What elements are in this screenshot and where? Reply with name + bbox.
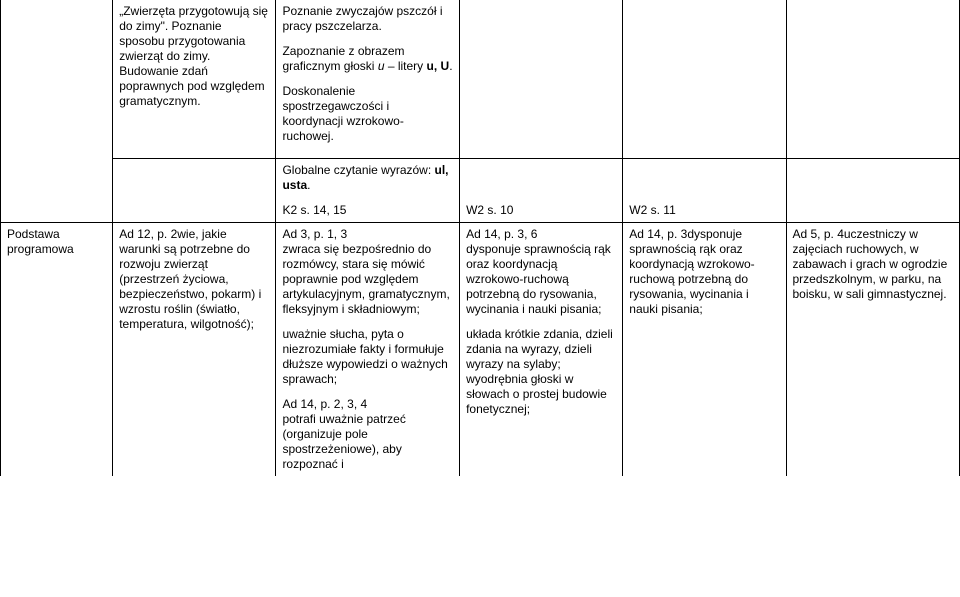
cell-text: Ad 3, p. 1, 3 zwraca się bezpośrednio do… xyxy=(276,223,460,477)
cell-heading: Podstawa programowa xyxy=(1,223,113,477)
text: Globalne czytanie wyrazów: xyxy=(282,163,434,177)
paragraph: Ad 14, p. 3dysponuje sprawnością rąk ora… xyxy=(629,227,779,317)
paragraph: Ad 14, p. 3, 6 dysponuje sprawnością rąk… xyxy=(466,227,616,317)
paragraph: Ad 14, p. 2, 3, 4 potrafi uważnie patrze… xyxy=(282,397,453,472)
paragraph: Zapoznanie z obrazem graficznym głoski u… xyxy=(282,44,453,74)
paragraph: Ad 5, p. 4uczestniczy w zajęciach ruchow… xyxy=(793,227,954,302)
cell-text: „Zwierzęta przygotowują się do zimy". Po… xyxy=(113,0,276,159)
cell-text: W2 s. 10 xyxy=(460,159,623,223)
paragraph: Ad 12, p. 2wie, jakie warunki są potrzeb… xyxy=(119,227,269,332)
paragraph: K2 s. 14, 15 xyxy=(282,203,453,218)
cell-empty xyxy=(1,159,113,223)
paragraph: W2 s. 11 xyxy=(629,203,779,218)
cell-text: W2 s. 11 xyxy=(623,159,786,223)
text-italic: u xyxy=(378,59,385,73)
text: . xyxy=(307,178,310,192)
paragraph: Doskonalenie spostrzegawczości i koordyn… xyxy=(282,84,453,144)
paragraph: Podstawa programowa xyxy=(7,227,106,257)
cell-empty xyxy=(460,0,623,159)
cell-text: Ad 12, p. 2wie, jakie warunki są potrzeb… xyxy=(113,223,276,477)
paragraph: Poznanie zwyczajów pszczół i pracy pszcz… xyxy=(282,4,453,34)
cell-empty xyxy=(786,159,960,223)
text: – litery xyxy=(385,59,427,73)
cell-text: Ad 5, p. 4uczestniczy w zajęciach ruchow… xyxy=(786,223,960,477)
paragraph: uważnie słucha, pyta o niezrozumiałe fak… xyxy=(282,327,453,387)
paragraph: W2 s. 10 xyxy=(466,203,616,218)
curriculum-table: „Zwierzęta przygotowują się do zimy". Po… xyxy=(0,0,960,476)
paragraph: Ad 3, p. 1, 3 zwraca się bezpośrednio do… xyxy=(282,227,453,317)
cell-empty xyxy=(113,159,276,223)
paragraph: Globalne czytanie wyrazów: ul, usta. xyxy=(282,163,453,193)
cell-text: Ad 14, p. 3, 6 dysponuje sprawnością rąk… xyxy=(460,223,623,477)
text: . xyxy=(449,59,452,73)
table-row: Podstawa programowa Ad 12, p. 2wie, jaki… xyxy=(1,223,960,477)
cell-text: Poznanie zwyczajów pszczół i pracy pszcz… xyxy=(276,0,460,159)
table-row: „Zwierzęta przygotowują się do zimy". Po… xyxy=(1,0,960,159)
cell-empty xyxy=(1,0,113,159)
cell-empty xyxy=(786,0,960,159)
paragraph: „Zwierzęta przygotowują się do zimy". Po… xyxy=(119,4,269,109)
cell-empty xyxy=(623,0,786,159)
cell-text: Ad 14, p. 3dysponuje sprawnością rąk ora… xyxy=(623,223,786,477)
cell-text: Globalne czytanie wyrazów: ul, usta. K2 … xyxy=(276,159,460,223)
paragraph: układa krótkie zdania, dzieli zdania na … xyxy=(466,327,616,417)
table-row: Globalne czytanie wyrazów: ul, usta. K2 … xyxy=(1,159,960,223)
text-bold: u, U xyxy=(427,59,450,73)
